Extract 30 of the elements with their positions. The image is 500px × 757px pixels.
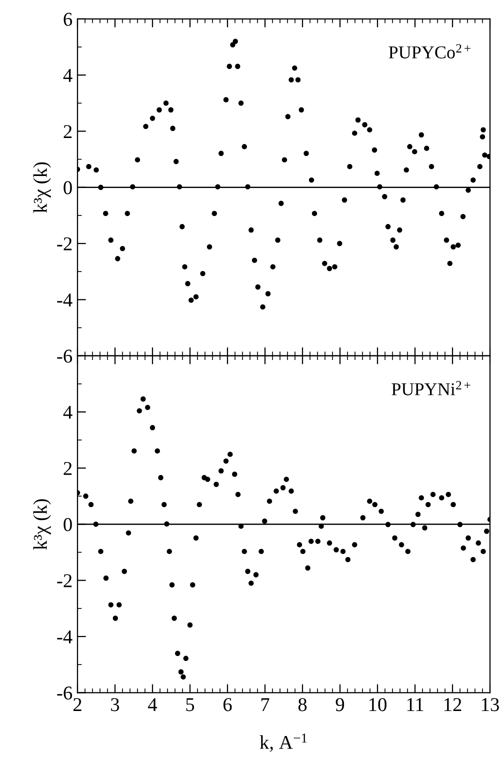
x-axis-title: k, A$^{−1}$ xyxy=(260,734,307,752)
y-tick-label: 2 xyxy=(64,462,72,475)
y-tick-label: 6 xyxy=(64,12,72,26)
x-tick-label: 12 xyxy=(444,698,462,712)
y-tick-label: -6 xyxy=(57,686,72,700)
y-tick-label: 2 xyxy=(64,125,72,138)
y-tick-label: 0 xyxy=(64,518,72,532)
y-tick-label: 4 xyxy=(63,406,72,419)
y-tick-label: 0 xyxy=(64,181,72,194)
x-tick-label: 9 xyxy=(336,698,344,712)
x-tick-label: 11 xyxy=(407,698,424,712)
y-axis-title: k³χ (k) xyxy=(33,162,51,213)
y-tick-label: -4 xyxy=(57,294,72,306)
x-tick-label: 7 xyxy=(261,698,270,712)
y-tick-label: 4 xyxy=(63,69,72,82)
y-axis-title: k³χ (k) xyxy=(33,499,51,550)
y-tick-label: -4 xyxy=(57,630,72,644)
y-tick-label: -2 xyxy=(57,237,72,250)
y-tick-label: -2 xyxy=(57,574,72,588)
annotation: PUPYNi$^{2+}$ xyxy=(392,381,470,396)
x-tick-label: 4 xyxy=(148,698,158,712)
x-tick-label: 13 xyxy=(482,698,499,712)
x-tick-label: 6 xyxy=(223,698,232,712)
annotation: PUPYCo$^{2+}$ xyxy=(388,44,470,58)
x-tick-label: 8 xyxy=(298,698,307,712)
x-tick-label: 2 xyxy=(73,698,82,712)
x-tick-label: 10 xyxy=(369,698,386,712)
x-tick-label: 3 xyxy=(111,698,120,712)
x-tick-label: 5 xyxy=(186,698,194,712)
y-tick-label: -6 xyxy=(57,350,72,363)
